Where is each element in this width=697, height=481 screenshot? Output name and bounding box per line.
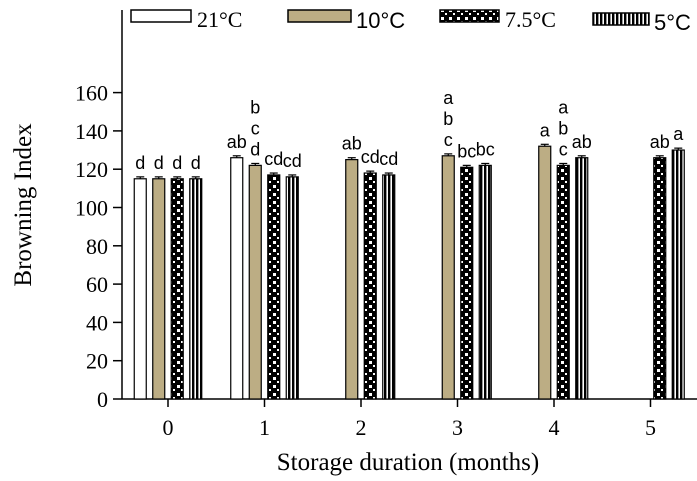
significance-letter: d xyxy=(154,153,164,173)
y-tick-label: 80 xyxy=(86,234,108,259)
significance-letter: a xyxy=(673,124,684,144)
legend-item-5c: 5°C xyxy=(592,10,691,35)
bar xyxy=(538,145,552,400)
significance-letter: d xyxy=(191,153,201,173)
legend-swatch-10c xyxy=(287,9,352,23)
bar xyxy=(460,166,474,400)
x-tick-label: 0 xyxy=(163,415,174,440)
y-tick-label: 0 xyxy=(97,387,108,412)
bar xyxy=(478,164,492,400)
significance-letter: ab xyxy=(342,134,362,154)
bars xyxy=(133,143,685,400)
significance-letter: ab xyxy=(227,132,247,152)
y-axis-title: Browning Index xyxy=(10,123,37,287)
y-tick-label: 140 xyxy=(75,119,108,144)
y-tick-label: 60 xyxy=(86,272,108,297)
significance-letter: cd xyxy=(379,149,398,169)
bar xyxy=(556,164,570,400)
significance-letter: ab xyxy=(650,132,670,152)
significance-letter: d xyxy=(172,153,182,173)
legend: 21°C 10°C 7.5°C 5°C xyxy=(130,7,691,35)
x-tick-label: 2 xyxy=(356,415,367,440)
x-ticks: 0 1 2 3 4 5 xyxy=(163,399,656,440)
legend-swatch-7-5c xyxy=(439,9,500,23)
legend-label-21c: 21°C xyxy=(197,7,242,32)
legend-swatch-21c xyxy=(130,9,192,23)
bar xyxy=(267,174,281,400)
axes xyxy=(121,10,697,400)
significance-letter: a xyxy=(540,120,551,140)
x-tick-label: 3 xyxy=(452,415,463,440)
bar xyxy=(230,157,244,400)
x-tick-label: 4 xyxy=(549,415,560,440)
bar xyxy=(170,178,184,400)
significance-letter: bc xyxy=(476,139,495,159)
y-tick-label: 120 xyxy=(75,157,108,182)
legend-label-5c: 5°C xyxy=(654,10,691,35)
y-ticks: 0 20 40 60 80 100 120 140 160 xyxy=(75,81,122,412)
bar xyxy=(363,172,377,400)
bar xyxy=(441,155,455,400)
bar xyxy=(248,164,262,400)
x-tick-label: 5 xyxy=(645,415,656,440)
significance-letter: cd xyxy=(283,151,302,171)
legend-label-10c: 10°C xyxy=(356,8,405,33)
bar xyxy=(382,174,396,400)
bar xyxy=(152,178,166,400)
legend-swatch-5c xyxy=(592,12,650,26)
y-tick-label: 160 xyxy=(75,81,108,106)
bar xyxy=(345,159,359,400)
significance-letter: ab xyxy=(572,132,592,152)
bar xyxy=(653,157,667,400)
legend-item-21c: 21°C xyxy=(130,7,242,32)
legend-item-10c: 10°C xyxy=(287,8,405,33)
y-tick-label: 20 xyxy=(86,349,108,374)
bar xyxy=(285,176,299,400)
significance-letter: cd xyxy=(361,147,380,167)
significance-letter: cd xyxy=(264,149,283,169)
x-axis-title: Storage duration (months) xyxy=(277,449,539,476)
bar xyxy=(671,149,685,400)
bar xyxy=(189,178,203,400)
x-tick-label: 1 xyxy=(259,415,270,440)
y-tick-label: 40 xyxy=(86,310,108,335)
y-tick-label: 100 xyxy=(75,196,108,221)
legend-label-7-5c: 7.5°C xyxy=(505,7,556,32)
bar xyxy=(133,178,147,400)
significance-letter: d xyxy=(135,153,145,173)
legend-item-7-5c: 7.5°C xyxy=(439,7,556,32)
significance-letter: bc xyxy=(457,141,476,161)
bar xyxy=(575,157,589,400)
